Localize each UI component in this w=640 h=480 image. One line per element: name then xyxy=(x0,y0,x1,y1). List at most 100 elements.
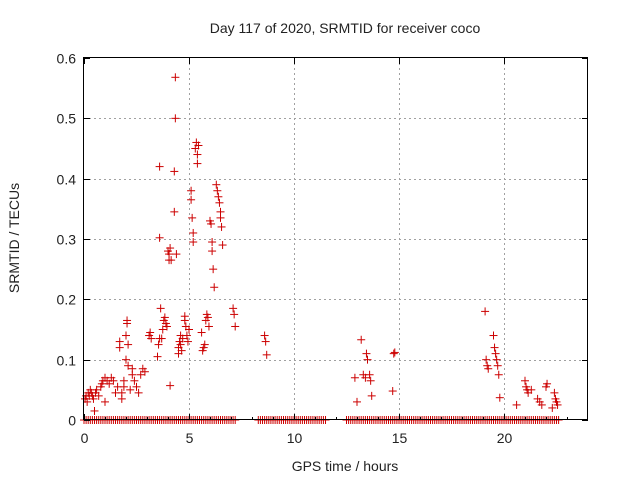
x-tick-label: 0 xyxy=(81,430,89,446)
data-point xyxy=(160,313,169,322)
data-point xyxy=(491,349,500,358)
data-point xyxy=(154,340,163,349)
data-point xyxy=(365,370,374,379)
data-point xyxy=(189,238,198,247)
data-point xyxy=(492,355,501,364)
data-point xyxy=(162,322,171,331)
y-tick-label: 0.5 xyxy=(57,111,77,127)
data-point xyxy=(216,213,225,222)
data-point xyxy=(166,381,175,390)
plot-frame xyxy=(83,57,588,420)
data-point xyxy=(122,355,130,364)
data-point xyxy=(218,241,227,250)
data-point xyxy=(193,150,202,159)
data-point xyxy=(489,331,498,340)
data-point xyxy=(155,233,164,242)
data-point xyxy=(92,385,101,394)
data-point xyxy=(194,141,203,150)
data-point xyxy=(136,370,145,379)
data-point xyxy=(177,346,186,355)
data-point xyxy=(167,256,176,265)
y-tick-label: 0.4 xyxy=(57,172,77,188)
data-point xyxy=(548,403,557,412)
data-point xyxy=(212,180,221,189)
data-point xyxy=(204,322,213,331)
data-point xyxy=(180,312,189,321)
data-point xyxy=(363,355,372,364)
data-point xyxy=(230,310,239,319)
data-point xyxy=(128,370,137,379)
data-point xyxy=(90,406,99,415)
data-point xyxy=(146,328,155,337)
data-point xyxy=(493,361,502,370)
data-point xyxy=(203,313,212,322)
data-point xyxy=(543,379,552,388)
data-point xyxy=(494,370,503,379)
data-point xyxy=(140,367,149,376)
data-point xyxy=(158,325,167,334)
data-point xyxy=(207,219,216,228)
y-axis-title: SRMTID / TECUs xyxy=(6,183,22,293)
x-tick-label: 15 xyxy=(392,430,408,446)
data-point xyxy=(213,186,222,195)
data-point xyxy=(170,207,179,216)
data-point xyxy=(187,195,196,204)
data-point xyxy=(200,340,209,349)
grid-layer xyxy=(84,58,588,420)
data-point xyxy=(550,388,559,397)
data-point xyxy=(147,334,156,343)
data-point xyxy=(495,393,504,402)
y-tick-label: 0.3 xyxy=(57,232,77,248)
data-point xyxy=(388,387,397,396)
data-point xyxy=(193,159,202,168)
data-point xyxy=(185,325,193,334)
data-point xyxy=(210,283,219,292)
data-point xyxy=(119,376,128,385)
y-tick-label: 0 xyxy=(68,413,76,429)
data-point xyxy=(484,364,493,373)
data-point xyxy=(134,388,143,397)
data-point xyxy=(261,337,270,346)
data-point xyxy=(553,400,562,409)
data-point xyxy=(217,222,226,231)
data-point xyxy=(156,304,165,313)
data-point xyxy=(130,376,139,385)
data-point xyxy=(183,337,192,346)
data-point xyxy=(229,304,238,313)
data-point xyxy=(357,335,366,344)
data-point xyxy=(208,247,217,256)
data-point xyxy=(366,376,375,385)
x-tick-label: 20 xyxy=(497,430,513,446)
data-point xyxy=(171,73,180,82)
data-point xyxy=(367,391,376,400)
data-point xyxy=(126,385,135,394)
data-point xyxy=(123,316,132,325)
data-point xyxy=(172,250,181,259)
data-point xyxy=(362,349,371,358)
data-point xyxy=(189,228,198,237)
y-tick-label: 0.2 xyxy=(57,292,77,308)
data-point xyxy=(170,167,179,176)
data-point xyxy=(260,331,269,340)
data-point xyxy=(537,400,546,409)
x-tick-label: 10 xyxy=(287,430,303,446)
data-point xyxy=(115,337,124,346)
x-tick-label: 5 xyxy=(186,430,194,446)
data-point xyxy=(187,186,196,195)
data-point xyxy=(117,388,126,397)
data-point xyxy=(390,348,399,357)
y-tick-label: 0.6 xyxy=(57,51,77,67)
data-point xyxy=(512,400,521,409)
data-point xyxy=(521,376,529,385)
data-point xyxy=(262,350,271,359)
data-point xyxy=(153,352,162,361)
data-point xyxy=(105,379,114,388)
data-point xyxy=(527,385,536,394)
x-axis-title: GPS time / hours xyxy=(292,458,399,474)
data-point xyxy=(124,361,133,370)
data-point xyxy=(389,349,398,358)
data-point xyxy=(490,343,499,352)
data-point xyxy=(231,322,240,331)
data-point xyxy=(122,331,130,340)
data-point xyxy=(94,391,103,400)
